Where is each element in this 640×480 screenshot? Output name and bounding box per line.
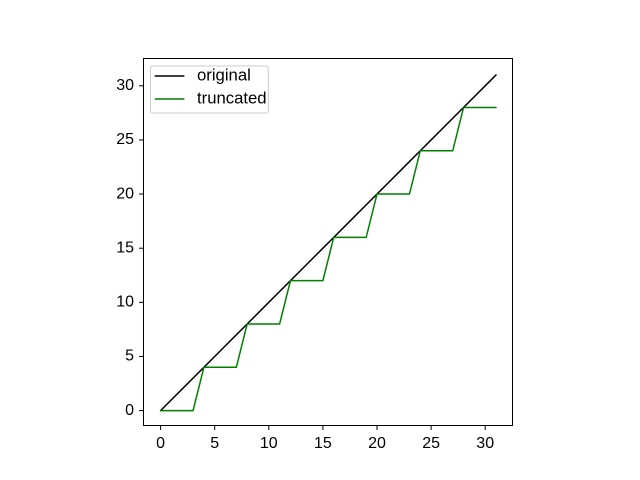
svg-text:25: 25 [116, 131, 134, 148]
svg-text:30: 30 [116, 77, 134, 94]
svg-text:5: 5 [125, 348, 134, 365]
svg-text:10: 10 [260, 435, 278, 452]
svg-text:15: 15 [314, 435, 332, 452]
svg-text:10: 10 [116, 294, 134, 311]
svg-text:25: 25 [422, 435, 440, 452]
svg-text:15: 15 [116, 239, 134, 256]
svg-text:30: 30 [476, 435, 494, 452]
svg-text:20: 20 [368, 435, 386, 452]
svg-text:truncated: truncated [197, 89, 267, 108]
svg-text:20: 20 [116, 185, 134, 202]
svg-text:original: original [197, 66, 251, 85]
svg-text:0: 0 [125, 402, 134, 419]
svg-text:5: 5 [210, 435, 219, 452]
svg-text:0: 0 [156, 435, 165, 452]
